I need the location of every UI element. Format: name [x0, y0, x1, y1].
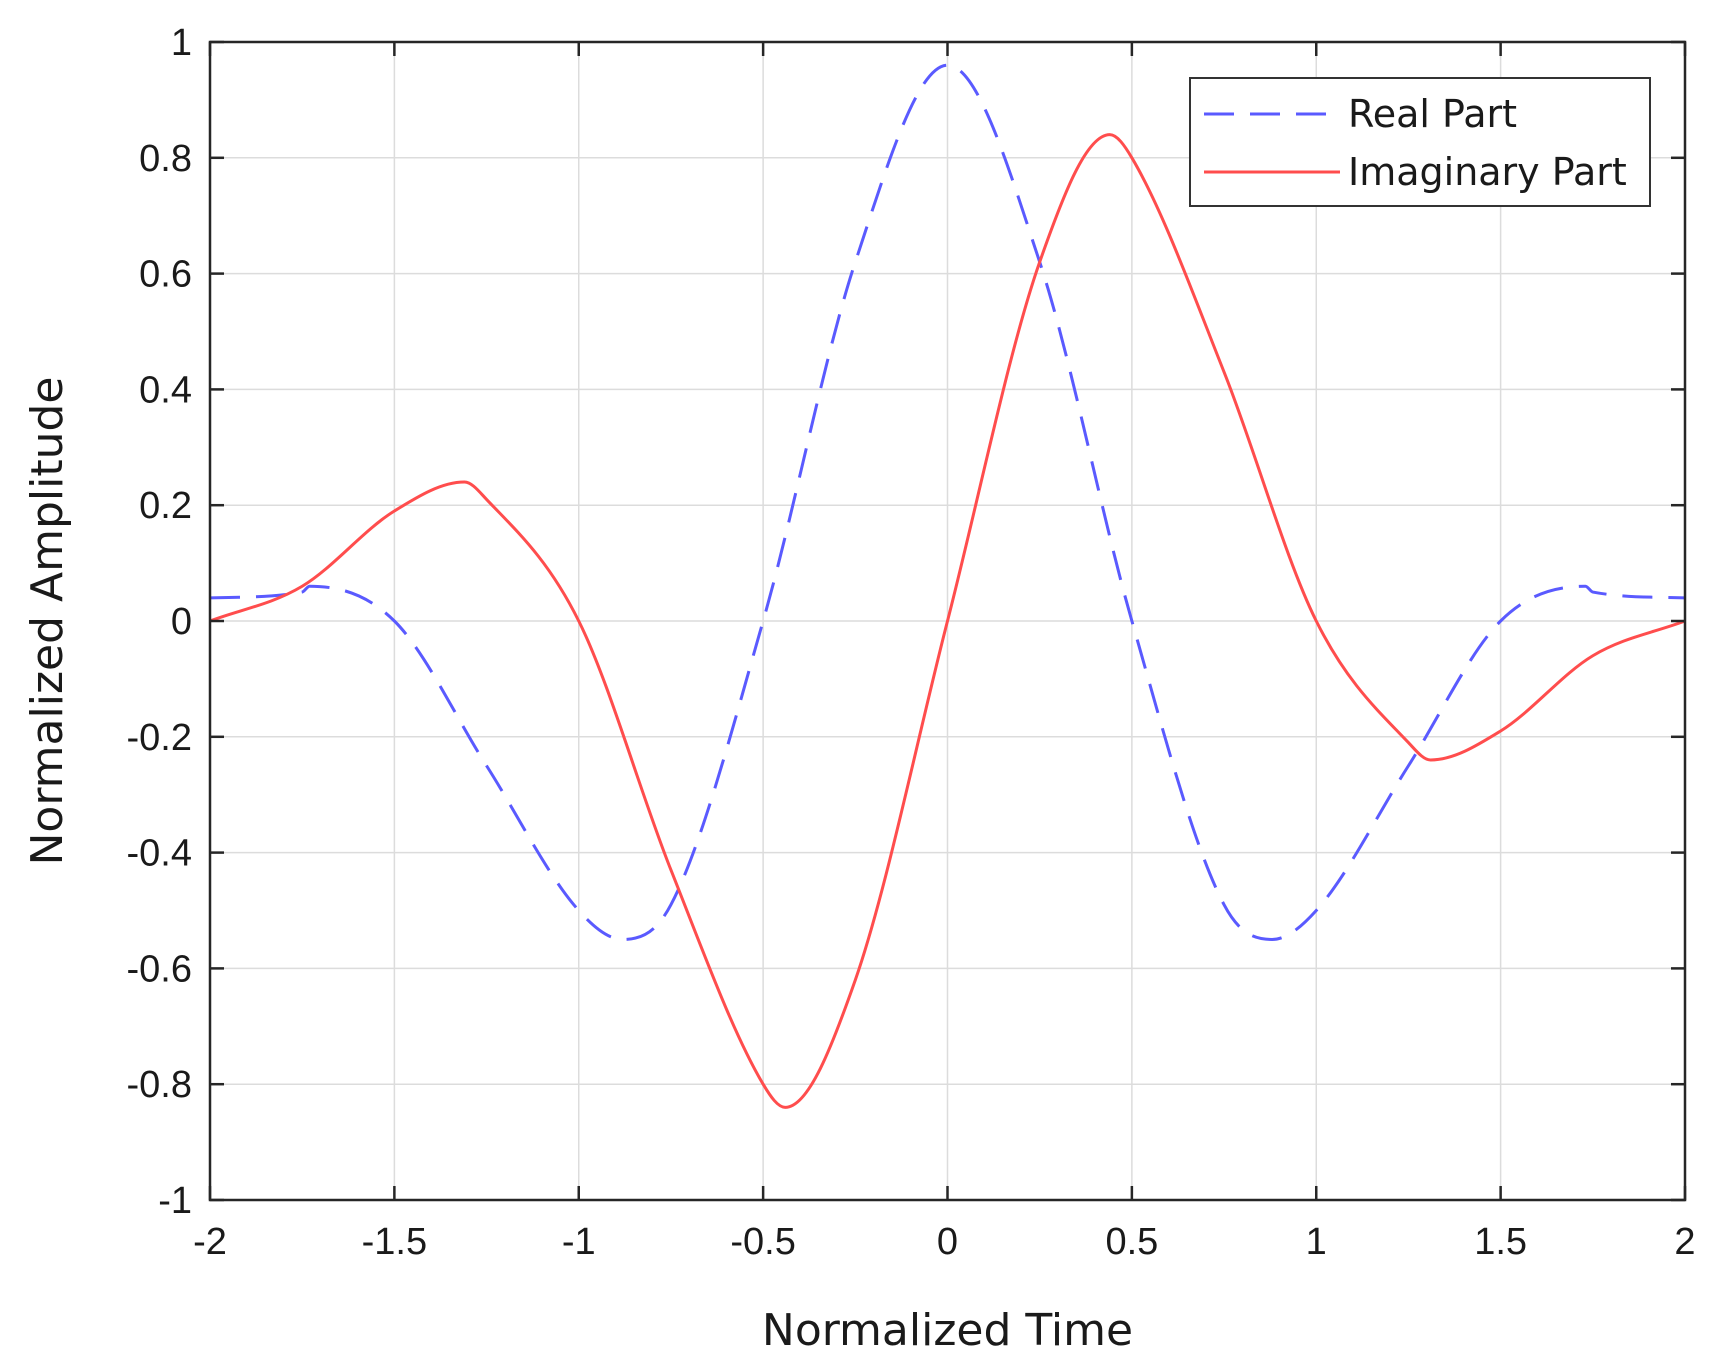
x-tick-label: -0.5	[730, 1221, 795, 1263]
y-tick-label: 0.6	[139, 254, 192, 296]
legend: Real Part Imaginary Part	[1189, 77, 1651, 207]
series-line-imaginary-part	[209, 133, 1686, 1109]
series-line-real-part	[209, 63, 1686, 941]
legend-box	[1189, 77, 1651, 207]
x-tick-label: 1	[1306, 1221, 1327, 1263]
y-tick-label: -0.4	[127, 833, 192, 875]
x-tick-label: -2	[193, 1221, 227, 1263]
x-tick-label: 1.5	[1474, 1221, 1527, 1263]
axes-frame	[208, 40, 1687, 1202]
x-tick-label: 0	[937, 1221, 958, 1263]
y-tick-label: 0.2	[139, 485, 192, 527]
legend-label-real-part: Real Part	[1348, 92, 1517, 136]
tick-labels: -2 -1.5 -1 -0.5 0 0.5 1 1.5 2 -1 -0.8 -0.6 -0.4 -0.2 0…	[127, 22, 1696, 1263]
y-tick-label: 1	[171, 22, 192, 64]
legend-label-imaginary-part: Imaginary Part	[1348, 150, 1627, 194]
y-tick-label: 0.4	[139, 369, 192, 411]
y-tick-label: 0	[171, 601, 192, 643]
x-tick-label: 2	[1674, 1221, 1695, 1263]
y-axis-title: Normalized Amplitude	[22, 377, 73, 866]
y-tick-label: -0.8	[127, 1064, 192, 1106]
y-tick-label: -0.2	[127, 717, 192, 759]
x-tick-label: -1	[562, 1221, 596, 1263]
x-tick-label: -1.5	[362, 1221, 427, 1263]
x-tick-label: 0.5	[1105, 1221, 1158, 1263]
grid-lines	[209, 41, 1686, 1201]
y-tick-label: 0.8	[139, 138, 192, 180]
series-layer	[209, 63, 1686, 1109]
y-tick-label: -1	[158, 1180, 192, 1222]
y-tick-label: -0.6	[127, 948, 192, 990]
x-axis-title: Normalized Time	[762, 1305, 1133, 1356]
